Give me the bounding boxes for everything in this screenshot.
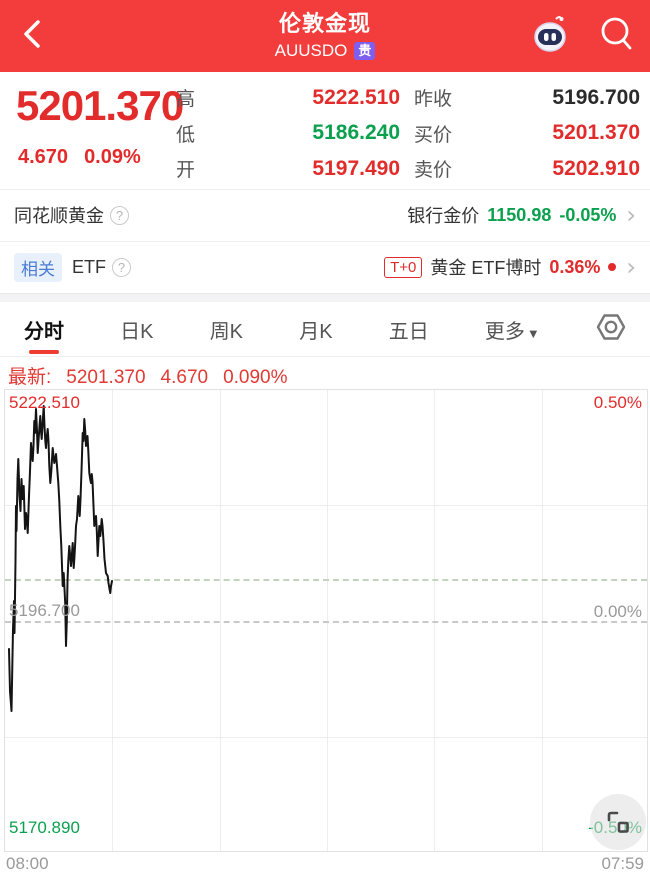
latest-price: 5201.370 — [66, 367, 146, 388]
caret-down-icon: ▼ — [526, 325, 540, 341]
price-line-svg — [8, 405, 113, 712]
time-axis: 08:00 07:59 — [0, 854, 650, 874]
quote-section: 5201.370 4.670 0.09% 高 5222.510 低 5186.240… — [0, 72, 650, 189]
search-icon — [601, 17, 632, 50]
latest-price-line — [5, 579, 647, 581]
chart-settings-button[interactable] — [594, 310, 628, 349]
gridline — [220, 390, 221, 851]
bank-gold-change: -0.05% — [559, 204, 617, 225]
gridline — [542, 390, 543, 851]
t0-badge: T+0 — [384, 256, 423, 278]
related-badge: 相关 — [14, 252, 62, 282]
y-label-low: 5170.890 — [9, 818, 80, 837]
bank-gold-label: 银行金价 — [407, 206, 480, 226]
stat-ask: 卖价 5202.910 — [414, 156, 640, 182]
help-icon[interactable]: ? — [110, 205, 129, 225]
price-change-pct: 0.09% — [84, 146, 141, 168]
time-end: 07:59 — [601, 854, 644, 873]
tab-more[interactable]: 更多 ▼ — [484, 320, 540, 343]
chart-period-tabs: 分时 日K 周K 月K 五日 更多 ▼ — [0, 302, 650, 357]
last-price: 5201.370 — [16, 82, 184, 129]
search-button[interactable] — [598, 14, 636, 59]
hex-gear-icon — [596, 313, 626, 340]
chevron-right-icon[interactable]: › — [626, 253, 636, 281]
app-header: 伦敦金现 AUUSDO 贵 — [0, 0, 650, 72]
precious-metal-badge: 贵 — [354, 42, 376, 60]
tab-weekly-k[interactable]: 周K — [209, 320, 244, 343]
stats-column-right: 昨收 5196.700 买价 5201.370 卖价 5202.910 — [414, 84, 640, 182]
etf-fund-change: 0.36% — [549, 256, 601, 277]
etf-fund-name: 黄金 ETF博时 — [430, 258, 542, 278]
chevron-right-icon[interactable]: › — [626, 201, 636, 229]
bank-gold-price: 1150.98 — [487, 204, 552, 225]
time-start: 08:00 — [6, 854, 49, 873]
gridline — [5, 505, 647, 506]
stats-column-left: 高 5222.510 低 5186.240 开 5197.490 — [176, 84, 400, 182]
stat-open: 开 5197.490 — [176, 156, 400, 182]
gridline — [434, 390, 435, 851]
y-label-prevclose: 5196.700 — [9, 601, 80, 620]
help-icon[interactable]: ? — [112, 257, 131, 277]
symbol-code: AUUSDO — [274, 41, 348, 60]
tab-monthly-k[interactable]: 月K — [299, 320, 333, 343]
y-label-top-pct: 0.50% — [593, 393, 642, 412]
latest-price-bar: 最新: 5201.370 4.670 0.090% — [8, 362, 288, 389]
price-change-row: 4.670 0.09% — [18, 146, 141, 169]
etf-label: ETF — [72, 256, 106, 277]
section-divider — [0, 293, 650, 302]
stat-high: 高 5222.510 — [176, 85, 400, 111]
latest-pct: 0.090% — [223, 367, 288, 388]
tab-daily-k[interactable]: 日K — [120, 320, 154, 343]
assistant-robot-button[interactable] — [528, 12, 572, 61]
rotate-landscape-button[interactable] — [590, 794, 646, 850]
header-title-block: 伦敦金现 AUUSDO 贵 — [0, 6, 650, 61]
prev-close-line — [5, 621, 647, 623]
price-line — [8, 405, 113, 712]
ths-gold-row[interactable]: 同花顺黄金 ? 银行金价 1150.98 -0.05% › — [0, 189, 650, 240]
y-label-high: 5222.510 — [9, 393, 80, 412]
ths-gold-label: 同花顺黄金 — [14, 206, 104, 226]
back-button[interactable] — [14, 16, 50, 56]
tab-minute[interactable]: 分时 — [22, 305, 66, 354]
latest-change: 4.670 — [160, 367, 209, 388]
latest-label: 最新: — [8, 367, 52, 388]
stat-prev-close: 昨收 5196.700 — [414, 85, 640, 111]
rotate-screen-icon — [607, 811, 629, 833]
stat-bid: 买价 5201.370 — [414, 121, 640, 146]
tab-five-day[interactable]: 五日 — [388, 320, 429, 343]
page-title: 伦敦金现 — [278, 11, 371, 36]
stat-low: 低 5186.240 — [176, 121, 400, 146]
gridline — [112, 390, 113, 851]
related-etf-row[interactable]: 相关 ETF ? T+0 黄金 ETF博时 0.36% › — [0, 241, 650, 292]
live-dot-icon — [608, 263, 617, 271]
gridline — [5, 737, 647, 738]
gridline — [327, 390, 328, 851]
price-change: 4.670 — [18, 146, 69, 168]
intraday-chart[interactable]: 5222.510 0.50% 5196.700 0.00% 5170.890 -… — [4, 389, 648, 852]
chevron-left-icon — [20, 14, 44, 59]
y-label-zero-pct: 0.00% — [593, 602, 642, 621]
